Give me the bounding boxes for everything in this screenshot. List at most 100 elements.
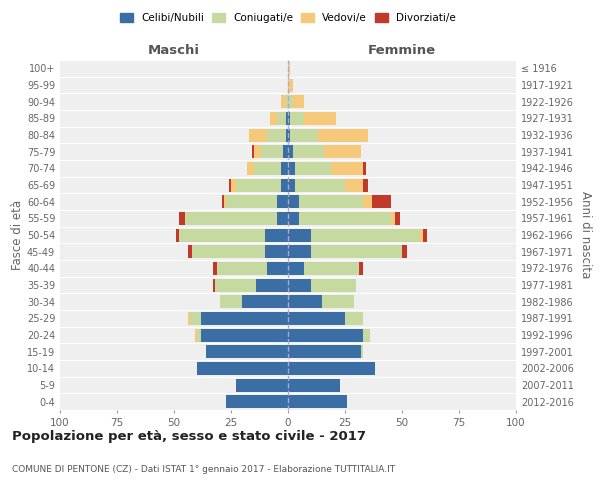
Bar [176,228,179,241]
Bar [288,95,293,108]
Text: Maschi: Maschi [148,44,200,57]
Bar [265,245,288,258]
Bar [288,262,304,275]
Bar [179,212,185,225]
Bar [293,145,325,158]
Bar [288,295,322,308]
Bar [288,62,290,75]
Bar [194,328,197,342]
Bar [363,178,368,192]
Bar [290,112,304,125]
Bar [226,395,288,408]
Bar [281,178,288,192]
Bar [215,278,256,291]
Bar [277,112,286,125]
Bar [256,278,288,291]
Bar [281,162,288,175]
Bar [288,312,345,325]
Bar [188,312,190,325]
Bar [288,128,290,141]
Bar [226,195,277,208]
Bar [265,228,288,241]
Bar [197,328,202,342]
Bar [290,128,317,141]
Bar [299,195,363,208]
Bar [229,178,231,192]
Bar [277,195,288,208]
Bar [277,212,288,225]
Y-axis label: Anni di nascita: Anni di nascita [579,192,592,278]
Bar [213,262,217,275]
Bar [361,345,363,358]
Bar [179,228,265,241]
Bar [249,128,268,141]
Bar [288,212,299,225]
Bar [268,128,286,141]
Bar [317,128,368,141]
Bar [402,245,407,258]
Bar [254,162,281,175]
Bar [185,212,277,225]
Bar [206,345,288,358]
Bar [283,145,288,158]
Bar [231,178,236,192]
Bar [331,162,363,175]
Bar [217,262,268,275]
Bar [202,312,288,325]
Bar [251,145,254,158]
Bar [247,162,254,175]
Bar [213,278,215,291]
Bar [325,145,361,158]
Bar [288,378,340,392]
Bar [288,112,290,125]
Bar [286,112,288,125]
Bar [288,362,374,375]
Bar [288,78,293,92]
Bar [288,345,361,358]
Bar [359,262,363,275]
Bar [188,245,192,258]
Bar [236,178,281,192]
Bar [422,228,427,241]
Bar [345,312,363,325]
Bar [295,178,345,192]
Bar [295,162,331,175]
Bar [242,295,288,308]
Bar [220,295,242,308]
Y-axis label: Fasce di età: Fasce di età [11,200,24,270]
Bar [202,328,288,342]
Bar [391,212,395,225]
Bar [420,228,422,241]
Bar [270,112,277,125]
Bar [373,195,391,208]
Bar [311,278,356,291]
Bar [222,195,224,208]
Bar [304,262,359,275]
Bar [288,278,311,291]
Bar [311,228,420,241]
Bar [288,145,293,158]
Bar [260,145,283,158]
Bar [293,95,304,108]
Bar [288,162,295,175]
Bar [288,328,363,342]
Bar [395,212,400,225]
Bar [311,245,402,258]
Text: Femmine: Femmine [368,44,436,57]
Bar [224,195,226,208]
Bar [268,262,288,275]
Legend: Celibi/Nubili, Coniugati/e, Vedovi/e, Divorziati/e: Celibi/Nubili, Coniugati/e, Vedovi/e, Di… [117,10,459,26]
Bar [286,95,288,108]
Bar [192,245,265,258]
Bar [322,295,354,308]
Bar [286,128,288,141]
Bar [363,162,365,175]
Bar [363,195,373,208]
Bar [254,145,260,158]
Bar [288,228,311,241]
Bar [345,178,363,192]
Bar [288,395,347,408]
Bar [304,112,336,125]
Bar [281,95,286,108]
Bar [190,312,202,325]
